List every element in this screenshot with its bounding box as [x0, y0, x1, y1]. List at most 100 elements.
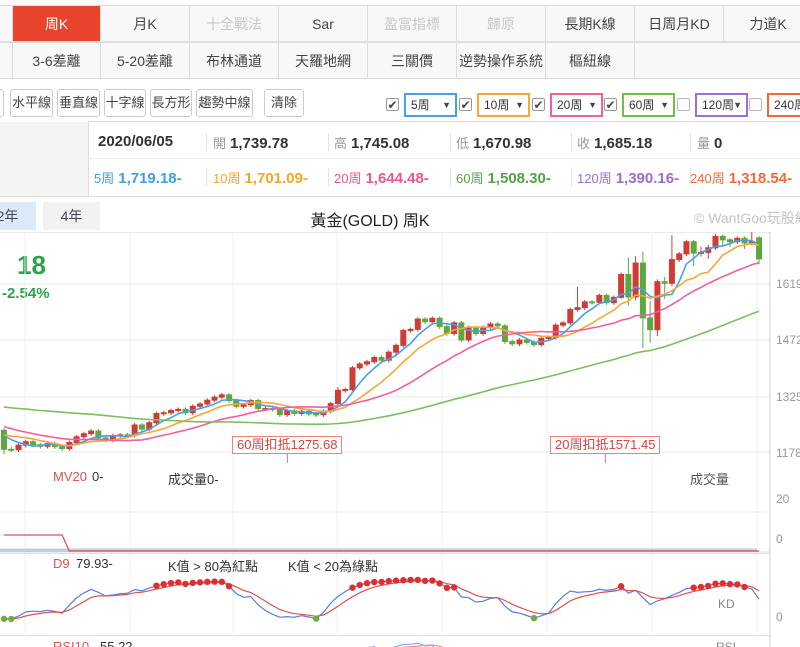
tool-垂直線[interactable]: 垂直線 — [57, 89, 100, 117]
ma-checkbox-10周[interactable]: ✔ — [459, 98, 472, 112]
rsi-pane[interactable] — [0, 635, 800, 647]
ma-dropdown-120周[interactable]: 120周 ▼ — [695, 93, 748, 117]
quote-date: 2020/06/05 — [94, 133, 173, 150]
ma-checkbox-120周[interactable] — [677, 98, 690, 111]
candle-body — [676, 253, 683, 261]
ma5-line — [3, 238, 760, 447]
candle-body — [8, 448, 15, 451]
tab-3-6差離[interactable]: 3-6差離 — [12, 43, 101, 78]
price-summary-panel: 18 -2.54% — [0, 122, 88, 302]
range-tab-2y[interactable]: 2年 — [0, 202, 36, 230]
k-high-dot — [407, 576, 414, 584]
tab-Sar[interactable]: Sar — [279, 6, 368, 41]
price-axis-label-1619: 1619 — [776, 277, 800, 291]
kd-axis-label-0: 0 — [776, 610, 783, 624]
ma-value-20周: 20周 1,644.48- — [334, 170, 429, 187]
tab-月K[interactable]: 月K — [101, 6, 190, 41]
tab-天羅地網[interactable]: 天羅地網 — [279, 43, 368, 78]
ma-value-120周: 120周 1,390.16- — [577, 170, 680, 187]
k-high-dot — [349, 584, 356, 591]
tab-長期K線[interactable]: 長期K線 — [546, 6, 635, 41]
k-low-dot — [530, 614, 538, 622]
annotation-20周扣抵1571.45: 20周扣抵1571.45 — [550, 436, 661, 454]
ma-checkbox-240周[interactable] — [749, 98, 762, 111]
annotation-pointer — [287, 454, 288, 463]
k-high-dot — [160, 580, 167, 588]
ma-checkbox-20周[interactable]: ✔ — [532, 98, 545, 112]
rsi-value: 55.22 — [100, 639, 133, 647]
quote-separator — [690, 133, 691, 151]
candle-body — [494, 323, 501, 327]
tab-周K[interactable]: 周K — [12, 6, 101, 41]
tab-力道K[interactable]: 力道K — [724, 6, 800, 41]
quote-date-value: 2020/06/05 — [98, 133, 174, 150]
candle-body — [407, 328, 414, 331]
d9-value: 79.93- — [76, 556, 113, 571]
ma-dropdown-10周[interactable]: 10周 ▼ — [477, 93, 530, 117]
candle-body — [647, 317, 654, 331]
rsi-label: RSI10 — [53, 639, 90, 647]
candle-body — [371, 357, 378, 363]
tab-逆勢操作系統[interactable]: 逆勢操作系統 — [457, 43, 546, 78]
tool-清除[interactable]: 清除 — [264, 89, 304, 117]
tab-十全戰法[interactable]: 十全戰法 — [190, 6, 279, 41]
candle-body — [668, 259, 675, 284]
tab-日周月KD[interactable]: 日周月KD — [635, 6, 724, 41]
tab-三關價[interactable]: 三關價 — [368, 43, 457, 78]
tab-盈富指標[interactable]: 盈富指標 — [368, 6, 457, 41]
ma-value-60周-number: 1,508.30- — [487, 170, 551, 187]
candle-body — [414, 318, 421, 330]
candle-body — [501, 325, 508, 343]
range-tab-4y[interactable]: 4年 — [43, 202, 100, 230]
k-high-dot — [196, 579, 204, 586]
mv20-value: 0- — [92, 469, 104, 484]
candle-body — [756, 237, 763, 260]
tool-長方形[interactable]: 長方形 — [150, 89, 192, 117]
candle-body — [523, 339, 530, 343]
ma-dropdown-240周[interactable]: 240周▼ — [767, 93, 800, 117]
caret-down-icon: ▼ — [733, 100, 742, 110]
quote-高: 高 1,745.08 — [334, 135, 410, 152]
quote-高-value: 1,745.08 — [351, 135, 410, 152]
price-axis-label-1178: 1178 — [776, 446, 800, 460]
main-candlestick-chart[interactable] — [0, 232, 800, 462]
watermark: © WantGoo玩股網 — [694, 210, 800, 226]
k-high-dot — [385, 577, 392, 585]
tool-水平線[interactable]: 水平線 — [10, 89, 53, 117]
k-high-dot — [705, 582, 712, 590]
tab-布林通道[interactable]: 布林通道 — [190, 43, 279, 78]
quote-低-value: 1,670.98 — [473, 135, 532, 152]
quote-量-value: 0 — [714, 135, 723, 152]
candle-body — [240, 404, 247, 407]
indicator-tabbar-row2: 3-6差離 5-20差離 布林通道 天羅地網 三關價 逆勢操作系統 樞紐線 — [0, 42, 800, 79]
candle-body — [276, 408, 283, 416]
ma-dropdown-20周[interactable]: 20周 ▼ — [550, 93, 603, 117]
tab-5-20差離[interactable]: 5-20差離 — [101, 43, 190, 78]
tab-樞紐線[interactable]: 樞紐線 — [546, 43, 635, 78]
candle-body — [654, 281, 661, 331]
candle-body — [516, 339, 523, 345]
tool-趨勢中線[interactable]: 趨勢中線 — [196, 89, 253, 117]
kd-pane[interactable] — [0, 553, 800, 635]
tab-歸原[interactable]: 歸原 — [457, 6, 546, 41]
price-axis-label-1472: 1472 — [776, 333, 800, 347]
volume-label: 成交量0- — [168, 469, 219, 488]
tool-十字線[interactable]: 十字線 — [104, 89, 146, 117]
caret-down-icon: ▼ — [660, 100, 669, 110]
ma-dropdown-60周[interactable]: 60周 ▼ — [622, 93, 675, 117]
volume-pane[interactable] — [0, 462, 800, 553]
ma-checkbox-5周[interactable]: ✔ — [386, 98, 399, 112]
ma-dropdown-5周[interactable]: 5周 ▼ — [404, 93, 457, 117]
candle-body — [356, 363, 363, 369]
quote-低: 低 1,670.98 — [456, 135, 532, 152]
ma-dropdown-label: 20周 — [557, 98, 583, 112]
candle-body — [59, 446, 66, 450]
candle-body — [218, 394, 225, 398]
candle-body — [138, 424, 145, 430]
candle-body — [712, 235, 719, 249]
ma-dropdown-label: 5周 — [411, 98, 430, 112]
candle-body — [349, 367, 356, 391]
ma-checkbox-60周[interactable]: ✔ — [604, 98, 617, 112]
clipped-toolbar-button[interactable] — [0, 89, 4, 117]
k-high-dot — [153, 582, 160, 589]
